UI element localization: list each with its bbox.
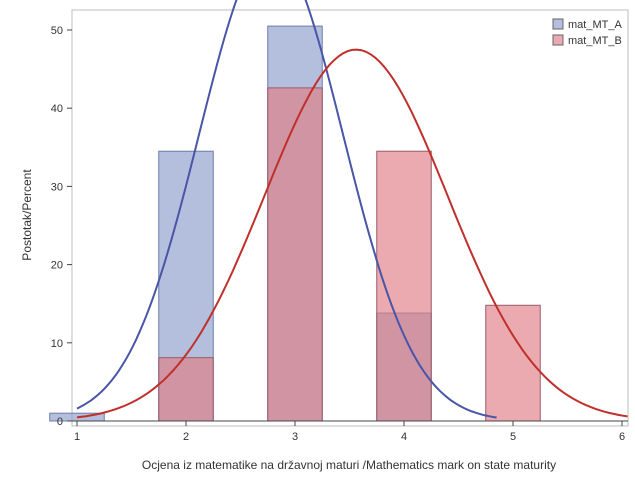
x-tick-label-3: 3 bbox=[292, 431, 298, 443]
curves-layer bbox=[76, 0, 628, 419]
legend-swatch-mat_MT_B bbox=[552, 34, 564, 46]
bar-mat_MT_B-3 bbox=[267, 87, 323, 422]
normal-curve-mat_MT_A bbox=[76, 0, 497, 419]
legend-label-mat_MT_A: mat_MT_A bbox=[568, 19, 622, 31]
x-tick-label-4: 4 bbox=[401, 431, 407, 443]
y-tick-label-40: 40 bbox=[51, 103, 63, 115]
y-axis-ticks: 0 10 20 30 40 50 bbox=[51, 25, 72, 428]
normal-curve-mat_MT_B bbox=[76, 48, 628, 419]
y-tick-label-50: 50 bbox=[51, 25, 63, 37]
bar-mat_MT_B-5 bbox=[485, 304, 541, 422]
y-tick-label-20: 20 bbox=[51, 260, 63, 272]
x-tick-label-1: 1 bbox=[74, 431, 80, 443]
bar-mat_MT_B-2 bbox=[158, 357, 214, 422]
x-tick-label-6: 6 bbox=[619, 431, 625, 443]
x-axis-ticks: 1 2 3 4 5 6 bbox=[74, 421, 625, 443]
bars-layer bbox=[49, 25, 541, 422]
legend-label-mat_MT_B: mat_MT_B bbox=[568, 35, 622, 47]
legend-swatch-mat_MT_A bbox=[552, 18, 564, 30]
y-tick-label-30: 30 bbox=[51, 181, 63, 193]
plot-frame bbox=[71, 9, 629, 427]
x-axis-title: Ocjena iz matematike na državnoj maturi … bbox=[142, 458, 556, 472]
x-tick-label-2: 2 bbox=[183, 431, 189, 443]
y-tick-label-10: 10 bbox=[51, 338, 63, 350]
y-tick-label-0: 0 bbox=[57, 416, 63, 428]
legend: mat_MT_A mat_MT_B bbox=[552, 18, 622, 47]
y-axis-title: Postotak/Percent bbox=[20, 169, 34, 261]
x-tick-label-5: 5 bbox=[510, 431, 516, 443]
